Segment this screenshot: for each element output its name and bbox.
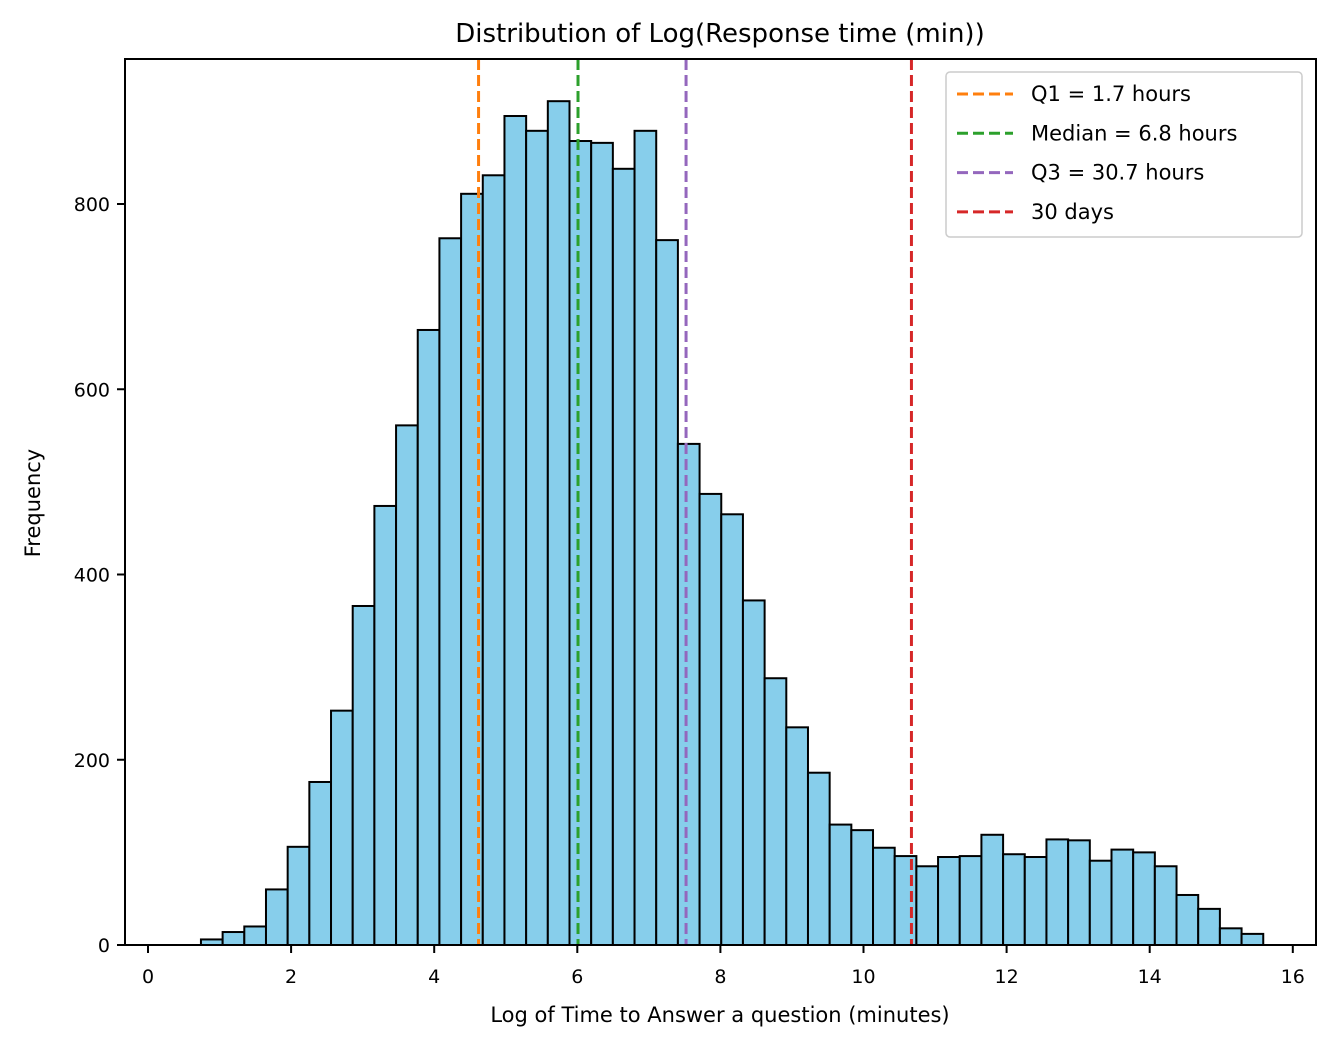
x-tick-label: 0 (142, 966, 154, 988)
histogram-bar (1002, 853, 1026, 946)
histogram-bar (741, 599, 766, 946)
histogram-bar (351, 604, 376, 946)
histogram-bar (264, 888, 289, 946)
histogram-bar (1023, 856, 1048, 946)
histogram-bar (893, 855, 918, 947)
histogram-bar (1240, 932, 1265, 947)
histogram-bar (330, 709, 354, 946)
histogram-bar (416, 328, 441, 947)
histogram-bar (676, 442, 701, 946)
x-tick-label: 8 (714, 966, 726, 988)
histogram-bar (785, 726, 809, 946)
histogram-bar (980, 833, 1005, 946)
x-tick-label: 14 (1138, 966, 1162, 988)
y-tick-label: 0 (98, 935, 110, 957)
histogram-bar (806, 771, 831, 947)
histogram-bar (286, 845, 311, 947)
legend-label: 30 days (1031, 200, 1114, 224)
histogram-bar (850, 829, 875, 947)
histogram-bar (395, 424, 419, 946)
y-tick-label: 600 (74, 379, 110, 401)
histogram-bar (633, 129, 658, 947)
histogram-bar (611, 167, 636, 947)
histogram-bar (763, 677, 788, 946)
x-tick-label: 16 (1281, 966, 1305, 988)
histogram-bar (221, 931, 246, 946)
y-axis-label: Frequency (21, 449, 45, 558)
histogram-bar (503, 115, 528, 947)
histogram-bar (1175, 893, 1200, 946)
legend-label: Q3 = 30.7 hours (1031, 161, 1204, 185)
histogram-bar (828, 823, 853, 947)
x-tick-label: 10 (851, 966, 875, 988)
histogram-bar (373, 504, 398, 946)
histogram-bar (720, 513, 744, 946)
x-tick-label: 2 (285, 966, 297, 988)
legend-label: Q1 = 1.7 hours (1031, 82, 1191, 106)
histogram-bar (958, 855, 983, 947)
histogram-bar (915, 865, 940, 946)
y-tick-label: 200 (74, 750, 110, 772)
y-tick-label: 400 (74, 565, 110, 587)
histogram-bar (1088, 859, 1113, 946)
histogram-bar (1218, 927, 1243, 947)
histogram-bar (1132, 851, 1156, 946)
x-axis-label: Log of Time to Answer a question (minute… (490, 1003, 949, 1027)
histogram-bar (1045, 838, 1070, 946)
histogram-bar (525, 129, 549, 947)
histogram-bar (1110, 848, 1135, 946)
x-tick-label: 12 (995, 966, 1019, 988)
histogram-bar (243, 925, 267, 946)
x-tick-label: 6 (571, 966, 583, 988)
histogram-bar (590, 141, 614, 946)
x-tick-label: 4 (428, 966, 440, 988)
histogram-bar (698, 492, 723, 946)
histogram-bar (308, 780, 333, 946)
chart-title: Distribution of Log(Response time (min)) (455, 19, 984, 49)
legend-label: Median = 6.8 hours (1031, 121, 1237, 145)
histogram-bar (937, 856, 961, 946)
histogram-bar (568, 140, 593, 946)
legend: Q1 = 1.7 hours Median = 6.8 hours Q3 = 30.… (945, 71, 1303, 238)
histogram-bar (1153, 865, 1178, 946)
histogram-bar (1197, 907, 1221, 946)
histogram-bar (1067, 839, 1091, 946)
histogram-bar (655, 239, 679, 946)
histogram-bar (438, 237, 463, 947)
y-tick-label: 800 (74, 194, 110, 216)
histogram-bar (481, 174, 506, 946)
histogram-bar (546, 100, 571, 946)
histogram-bar (872, 846, 896, 947)
